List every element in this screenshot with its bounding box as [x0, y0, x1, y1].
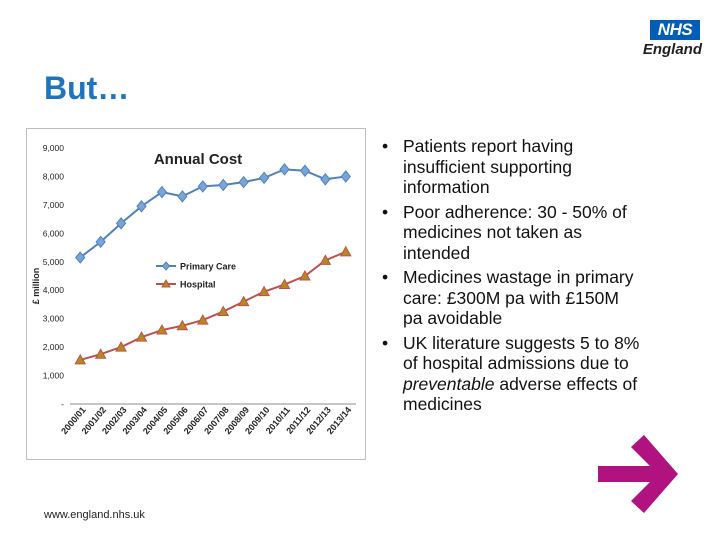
data-point-hospital	[196, 314, 209, 325]
chart-svg: Annual Cost £ million - 1,000 2,000 3,000 4,00…	[26, 128, 366, 460]
data-point-primary-care	[136, 200, 147, 213]
bullet-dot: •	[382, 136, 389, 156]
bullet-text: Medicines wastage in primary care: £300M…	[403, 267, 634, 328]
data-point-primary-care	[279, 163, 290, 176]
y-tick-label: -	[61, 399, 64, 409]
bullet-item: • Patients report having insufficient sup…	[378, 136, 640, 198]
nhs-england-logo: NHS England	[636, 20, 702, 58]
footer-url: www.england.nhs.uk	[44, 509, 145, 521]
nhs-logo-box: NHS	[650, 20, 700, 40]
nhs-logo-subtext: England	[642, 41, 702, 58]
data-point-primary-care	[238, 175, 249, 189]
bullet-dot: •	[382, 267, 389, 287]
data-point-hospital	[339, 245, 352, 257]
y-tick-label: 4,000	[43, 285, 65, 295]
legend-marker-diamond	[161, 261, 171, 271]
data-point-primary-care	[177, 190, 188, 203]
data-point-hospital	[156, 324, 168, 335]
bullet-item: • UK literature suggests 5 to 8% of hospi…	[378, 333, 640, 415]
slide-title: But…	[44, 70, 130, 106]
data-point-primary-care	[75, 251, 86, 264]
chart-title: Annual Cost	[154, 151, 242, 168]
data-point-primary-care	[258, 171, 270, 185]
bullet-list: • Patients report having insufficient sup…	[378, 136, 640, 419]
y-axis-label: £ million	[31, 268, 41, 305]
data-point-hospital	[299, 269, 311, 281]
data-point-hospital	[94, 348, 107, 359]
data-point-primary-care	[156, 185, 168, 199]
y-tick-label: 2,000	[43, 342, 65, 352]
data-point-primary-care	[95, 235, 106, 249]
data-point-hospital	[135, 331, 148, 342]
legend-marker-triangle	[161, 278, 171, 288]
y-tick-label: 7,000	[43, 200, 65, 210]
data-point-hospital	[176, 319, 189, 331]
data-point-hospital	[237, 295, 250, 307]
data-point-primary-care	[340, 170, 351, 183]
right-arrow-icon	[598, 435, 678, 513]
data-point-primary-care	[299, 164, 311, 178]
data-point-hospital	[115, 341, 127, 352]
annual-cost-chart: Annual Cost £ million - 1,000 2,000 3,000 4,00…	[26, 128, 366, 460]
data-point-hospital	[74, 353, 87, 365]
data-point-primary-care	[115, 217, 127, 230]
legend-label: Hospital	[180, 280, 216, 290]
y-tick-label: 3,000	[43, 314, 65, 324]
data-point-primary-care	[320, 172, 331, 186]
y-tick-label: 1,000	[43, 371, 65, 381]
y-tick-label: 9,000	[43, 143, 65, 153]
legend-label: Primary Care	[180, 262, 236, 272]
y-tick-label: 6,000	[43, 228, 65, 238]
data-point-hospital	[319, 254, 332, 265]
bullet-text: Poor adherence: 30 - 50% of medicines no…	[403, 201, 627, 263]
data-point-hospital	[278, 278, 291, 290]
data-point-primary-care	[197, 180, 208, 193]
data-point-primary-care	[218, 178, 229, 192]
bullet-text: Patients report having insufficient supp…	[403, 136, 574, 197]
data-point-hospital	[217, 305, 230, 317]
data-point-hospital	[258, 285, 270, 297]
bullet-item: • Medicines wastage in primary care: £300…	[378, 267, 640, 329]
bullet-item: • Poor adherence: 30 - 50% of medicines n…	[378, 202, 640, 264]
bullet-text: UK literature suggests 5 to 8% of hospit…	[403, 332, 640, 374]
bullet-text: adverse effects of medicines	[403, 373, 638, 415]
bullet-dot: •	[382, 332, 389, 353]
bullet-dot: •	[382, 201, 389, 222]
y-tick-label: 5,000	[43, 257, 65, 267]
bullet-text: preventable	[403, 373, 495, 394]
y-tick-label: 8,000	[43, 171, 65, 181]
